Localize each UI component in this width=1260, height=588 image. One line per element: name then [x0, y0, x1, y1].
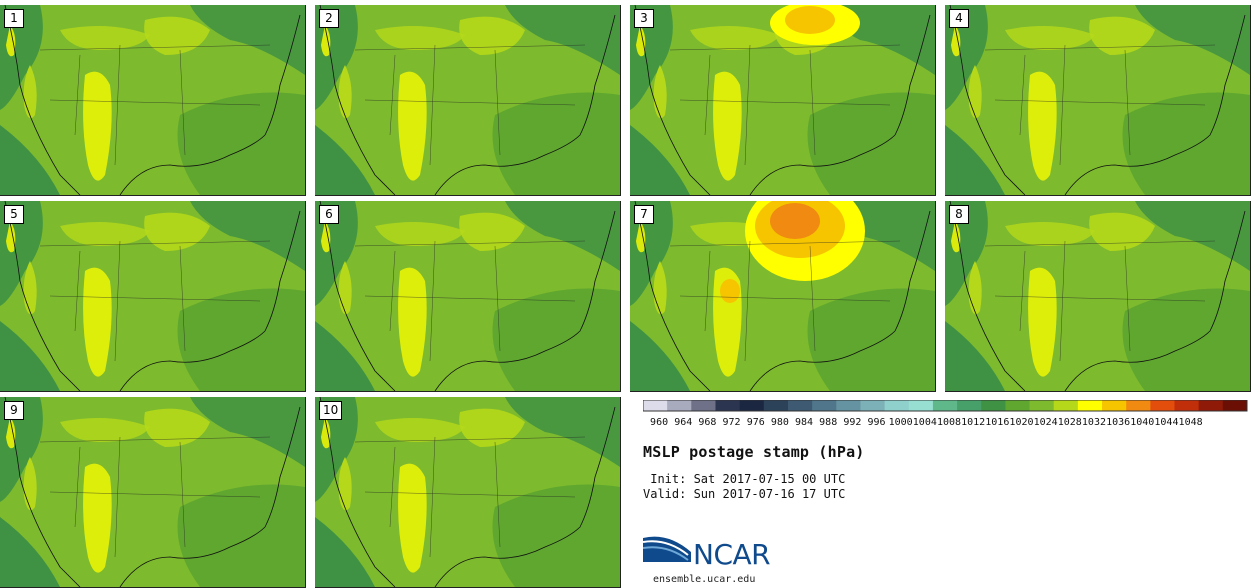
colorbar-tick-label: 980 [771, 417, 789, 428]
pressure-map [0, 5, 305, 195]
colorbar-swatch [787, 400, 813, 411]
colorbar-tick-label: 1016 [985, 417, 1009, 428]
member-number: 4 [949, 9, 969, 28]
postage-stamp-panel: 3 [630, 5, 936, 196]
pressure-map [630, 5, 935, 195]
postage-stamp-panel: 8 [945, 201, 1251, 392]
colorbar-swatch [691, 400, 716, 411]
colorbar-swatch [739, 400, 765, 411]
colorbar-swatch [836, 400, 861, 411]
member-number: 7 [634, 205, 654, 224]
colorbar-outline [643, 400, 1248, 412]
ncar-logo [643, 536, 691, 562]
pressure-map [945, 201, 1250, 391]
colorbar-swatch [1005, 400, 1031, 411]
pressure-map [315, 201, 620, 391]
colorbar-tick-label: 1036 [1106, 417, 1130, 428]
colorbar-swatch [908, 400, 934, 411]
colorbar-swatch [763, 400, 789, 411]
postage-stamp-panel: 10 [315, 397, 621, 588]
colorbar-swatch [1102, 400, 1127, 411]
chart-title: MSLP postage stamp (hPa) [643, 443, 865, 461]
pressure-map [315, 397, 620, 587]
colorbar-tick-label: 1020 [1009, 417, 1033, 428]
pressure-map [630, 201, 935, 391]
colorbar-swatch [643, 400, 668, 411]
valid-time: Valid: Sun 2017-07-16 17 UTC [643, 487, 846, 501]
member-number: 6 [319, 205, 339, 224]
colorbar-swatch [812, 400, 837, 411]
postage-stamp-panel: 9 [0, 397, 306, 588]
colorbar-tick-label: 1040 [1130, 417, 1154, 428]
pressure-colorbar: 960 964 968 972 976 980 984 988 992 996 1000 1004 10… [643, 400, 1248, 428]
logo-wordmark: NCAR [693, 538, 771, 571]
colorbar-tick-label: 1032 [1082, 417, 1106, 428]
colorbar-tick-label: 1000 [889, 417, 913, 428]
colorbar-tick-label: 1028 [1058, 417, 1082, 428]
colorbar-swatch [884, 400, 910, 411]
colorbar-tick-label: 988 [819, 417, 837, 428]
colorbar-swatch [1126, 400, 1151, 411]
colorbar-tick-label: 972 [723, 417, 741, 428]
colorbar-tick-label: 1024 [1034, 417, 1058, 428]
site-url: ensemble.ucar.edu [653, 574, 756, 585]
member-number: 3 [634, 9, 654, 28]
colorbar-swatch [932, 400, 958, 411]
colorbar-tick-label: 1012 [961, 417, 985, 428]
colorbar-swatch [1053, 400, 1079, 411]
member-number: 9 [4, 401, 24, 420]
colorbar-tick-label: 996 [867, 417, 885, 428]
colorbar-tick-label: 964 [674, 417, 692, 428]
colorbar-tick-label: 1048 [1179, 417, 1203, 428]
postage-stamp-panel: 7 [630, 201, 936, 392]
pressure-map [0, 397, 305, 587]
pressure-map [945, 5, 1250, 195]
member-number: 8 [949, 205, 969, 224]
colorbar-tick-label: 984 [795, 417, 813, 428]
colorbar-swatch [1029, 400, 1055, 411]
colorbar-tick-label: 1004 [913, 417, 937, 428]
colorbar-tick-label: 992 [843, 417, 861, 428]
colorbar-tick-label: 976 [747, 417, 765, 428]
postage-stamp-panel: 5 [0, 201, 306, 392]
colorbar-swatch [1222, 400, 1248, 411]
member-number: 1 [4, 9, 24, 28]
colorbar-tick-label: 960 [650, 417, 668, 428]
colorbar-swatch [957, 400, 982, 411]
colorbar-swatch [1198, 400, 1224, 411]
pressure-map [0, 201, 305, 391]
postage-stamp-panel: 6 [315, 201, 621, 392]
colorbar-tick-label: 1044 [1154, 417, 1178, 428]
colorbar-swatch [667, 400, 692, 411]
member-number: 5 [4, 205, 24, 224]
postage-stamp-panel: 2 [315, 5, 621, 196]
postage-stamp-panel: 4 [945, 5, 1251, 196]
member-number: 10 [319, 401, 343, 420]
colorbar-tick-label: 1008 [937, 417, 961, 428]
postage-stamp-panel: 1 [0, 5, 306, 196]
colorbar-tick-label: 968 [698, 417, 716, 428]
init-time: Init: Sat 2017-07-15 00 UTC [643, 472, 846, 486]
member-number: 2 [319, 9, 339, 28]
colorbar-swatch [1150, 400, 1176, 411]
colorbar-swatch [860, 400, 886, 411]
pressure-map [315, 5, 620, 195]
colorbar-swatch [1174, 400, 1200, 411]
colorbar-swatch [1077, 400, 1103, 411]
colorbar-swatch [715, 400, 741, 411]
colorbar-swatch [981, 400, 1006, 411]
